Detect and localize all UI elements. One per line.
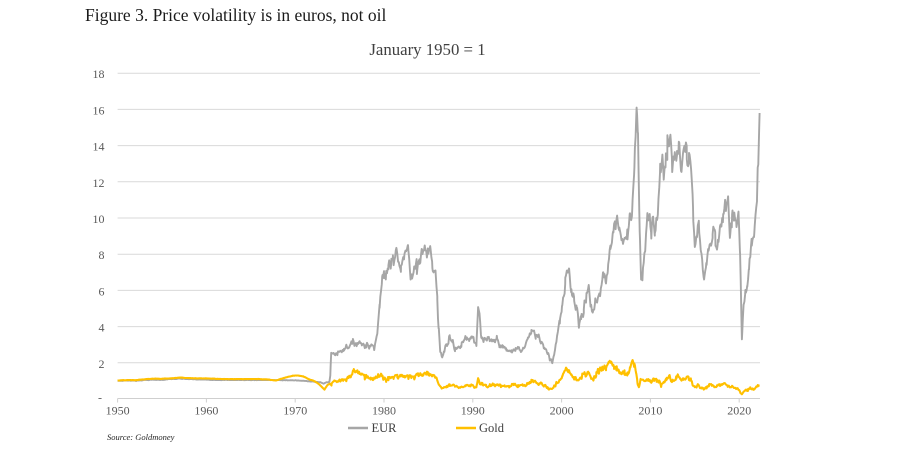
svg-text:Figure 3. Price volatility is: Figure 3. Price volatility is in euros, …: [85, 5, 387, 25]
svg-text:-: -: [98, 391, 102, 405]
svg-text:6: 6: [99, 284, 105, 298]
svg-text:2: 2: [99, 357, 105, 371]
svg-text:16: 16: [93, 103, 105, 117]
svg-text:1950: 1950: [106, 404, 130, 418]
svg-text:10: 10: [93, 212, 105, 226]
svg-text:1990: 1990: [461, 404, 485, 418]
svg-text:1960: 1960: [194, 404, 218, 418]
svg-text:EUR: EUR: [372, 421, 398, 435]
svg-text:2000: 2000: [550, 404, 574, 418]
svg-text:2010: 2010: [638, 404, 662, 418]
svg-text:Gold: Gold: [479, 421, 505, 435]
svg-text:January 1950 = 1: January 1950 = 1: [369, 40, 485, 59]
svg-text:Source: Goldmoney: Source: Goldmoney: [107, 432, 175, 442]
svg-text:4: 4: [99, 321, 105, 335]
svg-text:2020: 2020: [727, 404, 751, 418]
svg-text:8: 8: [99, 248, 105, 262]
svg-text:1970: 1970: [283, 404, 307, 418]
svg-text:1980: 1980: [372, 404, 396, 418]
svg-text:14: 14: [93, 140, 105, 154]
svg-text:18: 18: [93, 67, 105, 81]
svg-text:12: 12: [93, 176, 105, 190]
